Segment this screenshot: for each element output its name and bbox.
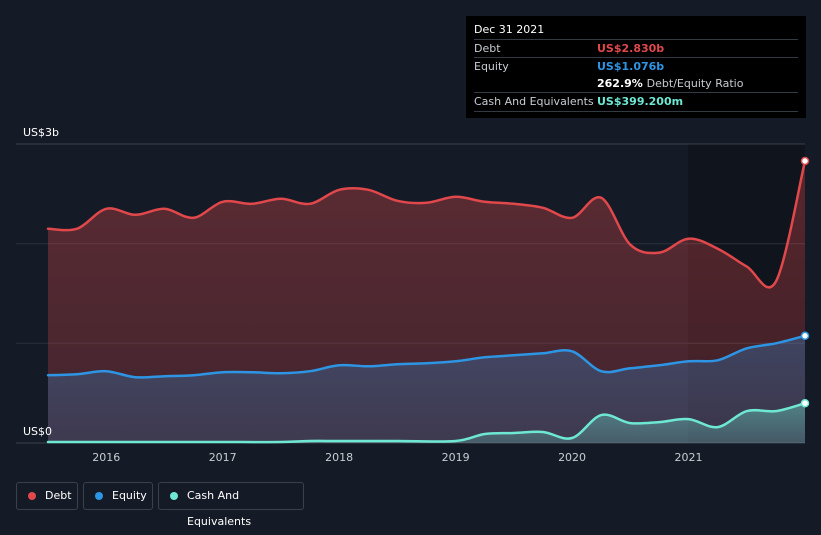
tooltip-equity-label: Equity	[474, 60, 509, 73]
tooltip-ratio: 262.9% Debt/Equity Ratio	[597, 75, 743, 92]
tooltip-row-ratio: 262.9% Debt/Equity Ratio	[474, 75, 798, 92]
y-tick-label-top: US$3b	[23, 126, 59, 139]
series-line-debt	[46, 159, 807, 289]
legend-equity-label: Equity	[112, 489, 147, 502]
tooltip-ratio-label: Debt/Equity Ratio	[646, 77, 744, 90]
legend-cash-label: Cash And Equivalents	[187, 489, 252, 528]
tooltip-row-equity: Equity US$1.076b	[474, 57, 798, 75]
tooltip-equity-value: US$1.076b	[597, 60, 665, 73]
area-cash	[48, 403, 805, 443]
legend-item-debt[interactable]: Debt	[16, 482, 78, 510]
tooltip-date: Dec 31 2021	[474, 23, 545, 36]
legend-debt-dot	[28, 492, 36, 500]
x-tick-label-2019: 2019	[442, 451, 470, 464]
tooltip-panel: Dec 31 2021 Debt US$2.830b Equity US$1.0…	[466, 16, 806, 118]
legend-equity-dot	[95, 492, 103, 500]
x-tick-label-2016: 2016	[92, 451, 120, 464]
endpoint-cash	[800, 398, 810, 408]
legend-item-equity[interactable]: Equity	[83, 482, 153, 510]
tooltip-row-cash: Cash And Equivalents US$399.200m	[474, 92, 798, 110]
tooltip-cash-value: US$399.200m	[597, 95, 684, 108]
series-line-equity	[46, 334, 807, 379]
x-tick-label-2017: 2017	[209, 451, 237, 464]
tooltip-cash-label: Cash And Equivalents	[474, 95, 594, 108]
endpoint-equity	[800, 331, 810, 341]
area-equity	[48, 335, 805, 443]
legend-item-cash[interactable]: Cash And Equivalents	[158, 482, 304, 528]
x-tick-label-2021: 2021	[675, 451, 703, 464]
legend-debt-label: Debt	[45, 489, 72, 502]
y-tick-label-zero: US$0	[23, 425, 52, 438]
endpoint-debt	[800, 156, 810, 166]
series-line-cash	[46, 401, 807, 444]
tooltip-debt-label: Debt	[474, 42, 501, 55]
legend-cash-dot	[170, 492, 178, 500]
x-tick-label-2018: 2018	[325, 451, 353, 464]
tooltip-row-debt: Debt US$2.830b	[474, 39, 798, 57]
tooltip-debt-value: US$2.830b	[597, 42, 665, 55]
tooltip-ratio-value: 262.9%	[597, 77, 643, 90]
x-tick-label-2020: 2020	[558, 451, 586, 464]
